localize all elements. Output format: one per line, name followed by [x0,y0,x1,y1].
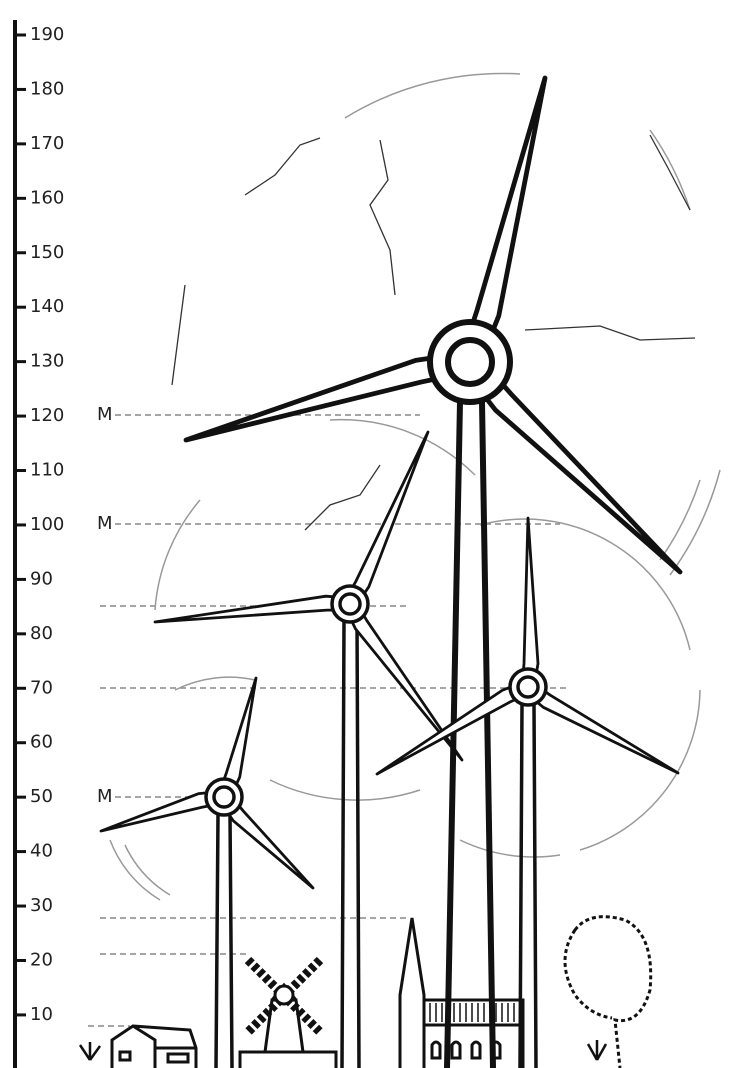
height-scale: 10 20 30 40 50 60 70 80 90 100 110 120 130 140 150 160 1… [15,24,113,1025]
hub-inner [445,337,495,387]
tick-label: 130 [30,351,64,372]
tick-label: 150 [30,242,64,263]
tick-label: 20 [30,949,53,970]
scale-bar [13,20,17,1068]
tower [518,704,524,1068]
blade [520,516,540,689]
tower [479,401,496,1068]
hub-inner [212,785,236,809]
turbines [99,75,683,1068]
ground-buildings [78,915,653,1068]
tower [214,814,220,1068]
tower [532,704,538,1068]
tick-label: 80 [30,623,53,644]
hub-label: M [97,404,113,425]
tick-label: 70 [30,677,53,698]
tick-label: 110 [30,460,64,481]
tick-label: 180 [30,78,64,99]
tick-label: 40 [30,841,53,862]
tick-label: 90 [30,568,53,589]
tick-label: 140 [30,296,64,317]
tick-label: 120 [30,405,64,426]
tick-label: 160 [30,187,64,208]
blade [343,430,430,608]
tick-label: 170 [30,133,64,154]
hub-label: M [97,786,113,807]
tick-label: 190 [30,24,64,45]
blade [523,680,680,775]
hub-inner [516,675,540,699]
tower [228,814,234,1068]
rotor-arcs [109,72,721,901]
tick-label: 30 [30,895,53,916]
tower [340,621,346,1068]
hub-inner [338,592,362,616]
tick-label: 50 [30,786,53,807]
hub-label: M [97,513,113,534]
tower [444,401,463,1068]
tick-label: 60 [30,732,53,753]
tower [355,621,361,1068]
tick-label: 100 [30,514,64,535]
blade [153,594,352,624]
tick-label: 10 [30,1004,53,1025]
